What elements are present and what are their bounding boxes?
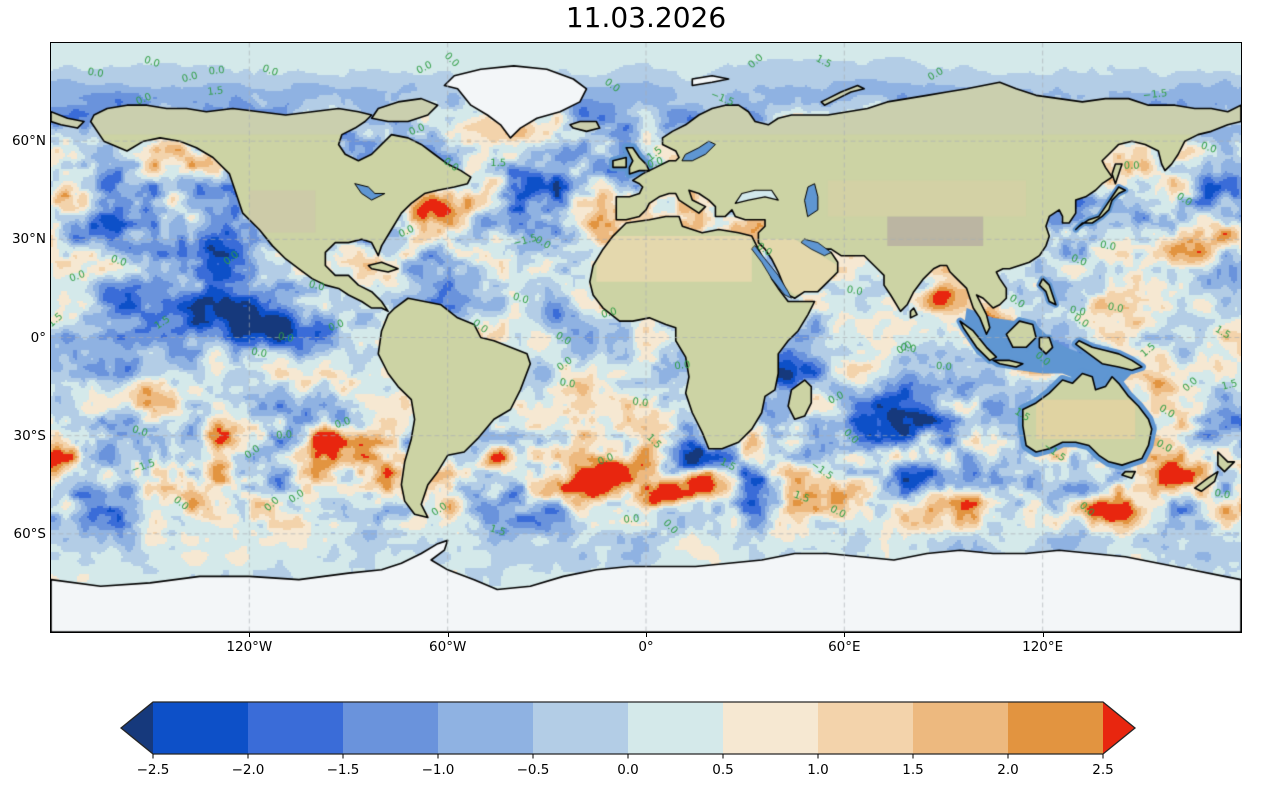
x-tick-mark xyxy=(249,633,251,637)
colorbar-tick-label: −1.5 xyxy=(326,762,360,778)
colorbar-segment xyxy=(628,702,723,754)
y-tick-label: 30°N xyxy=(11,231,46,248)
x-tick-mark xyxy=(447,633,449,637)
colorbar-tick-label: −2.0 xyxy=(231,762,265,778)
colorbar-segment xyxy=(438,702,533,754)
colorbar-tick-label: 0.5 xyxy=(712,762,734,778)
x-tick-mark xyxy=(844,633,846,637)
colorbar-segment xyxy=(723,702,818,754)
colorbar-segment xyxy=(248,702,343,754)
colorbar-tick-label: 2.5 xyxy=(1092,762,1114,778)
colorbar-tick-label: −1.0 xyxy=(421,762,455,778)
x-tick-mark xyxy=(646,633,647,637)
x-tick-label: 60°W xyxy=(429,639,467,655)
colorbar-tick-label: −0.5 xyxy=(516,762,550,778)
colorbar-tick-label: 2.0 xyxy=(997,762,1019,778)
colorbar-svg xyxy=(119,701,1137,759)
colorbar-tick-label: 0.0 xyxy=(617,762,639,778)
x-tick-label: 60°E xyxy=(828,639,861,655)
colorbar-segment xyxy=(818,702,913,754)
colorbar-segment xyxy=(153,702,248,754)
y-tick-label: 0° xyxy=(30,329,46,346)
colorbar-tick-label: 1.0 xyxy=(807,762,829,778)
y-tick-label: 60°N xyxy=(11,133,46,150)
colorbar-segment xyxy=(343,702,438,754)
colorbar-tick-label: 1.5 xyxy=(902,762,924,778)
colorbar-segment xyxy=(533,702,628,754)
colorbar-right-arrow xyxy=(1103,702,1135,754)
colorbar-tick-label: −2.5 xyxy=(136,762,170,778)
x-tick-label: 120°E xyxy=(1022,639,1064,655)
y-tick-label: 30°S xyxy=(13,427,47,444)
colorbar: −2.5 −2.0 −1.5 −1.0 −0.5 0.0 0.5 1.0 1.5 2.0 2.5 xyxy=(0,694,1266,790)
map-frame xyxy=(50,42,1242,633)
colorbar-segment xyxy=(913,702,1008,754)
map-canvas xyxy=(51,43,1241,632)
colorbar-left-arrow xyxy=(121,702,153,754)
x-tick-label: 120°W xyxy=(226,639,273,655)
x-tick-label: 0° xyxy=(638,639,654,655)
x-tick-mark xyxy=(1042,633,1044,637)
plot-title: 11.03.2026 xyxy=(565,1,727,34)
y-tick-label: 60°S xyxy=(13,525,47,542)
colorbar-segment xyxy=(1008,702,1103,754)
